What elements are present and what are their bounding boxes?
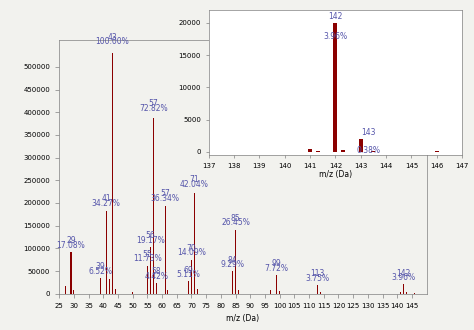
Bar [316,150,319,152]
Bar [100,278,101,294]
Bar [235,230,236,294]
Text: 9.29%: 9.29% [220,260,245,269]
Bar [359,139,363,152]
Text: 3.75%: 3.75% [306,274,330,282]
Bar [276,275,277,294]
Text: 72.82%: 72.82% [139,104,168,113]
Bar [153,118,154,294]
Text: 11.73%: 11.73% [133,254,162,263]
Text: 99: 99 [272,259,282,268]
Text: 70: 70 [187,244,196,253]
Text: 5.11%: 5.11% [177,270,201,280]
Text: 71: 71 [190,175,199,184]
Text: 142: 142 [396,269,410,278]
Bar [406,292,407,294]
Bar [73,290,74,294]
Text: 3.96%: 3.96% [391,273,415,282]
Text: 57: 57 [160,189,170,198]
Bar [115,289,116,294]
Bar [333,23,337,152]
Text: 143: 143 [361,128,375,137]
Text: 42.04%: 42.04% [180,180,209,189]
Text: 84: 84 [228,256,237,265]
Bar [156,283,157,294]
Bar [320,292,321,294]
Bar [402,284,403,294]
Bar [112,53,113,294]
Text: 36.34%: 36.34% [151,194,180,203]
Text: 19.17%: 19.17% [136,236,165,245]
Bar [147,266,148,294]
Text: 7.72%: 7.72% [264,264,289,273]
Text: 29: 29 [66,236,76,245]
Text: 41: 41 [101,194,111,203]
Bar [106,211,107,294]
X-axis label: m/z (Da): m/z (Da) [227,314,259,323]
Text: 14.09%: 14.09% [177,248,206,257]
Text: 17.08%: 17.08% [56,241,85,250]
Bar [164,206,165,294]
Bar [372,151,375,152]
Text: 39: 39 [96,262,105,271]
Bar [132,292,133,294]
Text: 69: 69 [184,266,193,275]
Bar [414,293,415,294]
Text: 100.00%: 100.00% [95,37,129,46]
Bar [318,284,319,294]
Text: 3.96%: 3.96% [323,32,347,41]
X-axis label: m/z (Da): m/z (Da) [319,170,352,179]
Bar [167,290,168,294]
Text: 58: 58 [151,268,161,277]
Bar [197,289,198,294]
Text: 57: 57 [148,99,158,108]
Bar [71,252,72,294]
Text: 43: 43 [107,33,117,42]
Text: 113: 113 [310,269,325,278]
Text: 34.27%: 34.27% [92,199,121,208]
Bar [435,150,439,152]
Bar [308,148,312,152]
Bar [194,192,195,294]
Text: 26.45%: 26.45% [221,218,250,227]
Text: 56: 56 [146,231,155,240]
Text: 4.42%: 4.42% [144,272,168,281]
Bar [232,272,233,294]
Bar [238,290,239,294]
Bar [341,150,345,152]
Text: 55: 55 [143,250,152,259]
Bar [150,248,151,294]
Text: 85: 85 [231,214,240,222]
Bar [191,260,192,294]
Bar [400,292,401,294]
Text: 142: 142 [328,12,343,21]
Bar [279,291,280,294]
Bar [188,281,189,294]
Bar [270,290,271,294]
Text: 6.52%: 6.52% [88,267,112,276]
Text: 0.38%: 0.38% [356,147,380,155]
Bar [64,285,65,294]
